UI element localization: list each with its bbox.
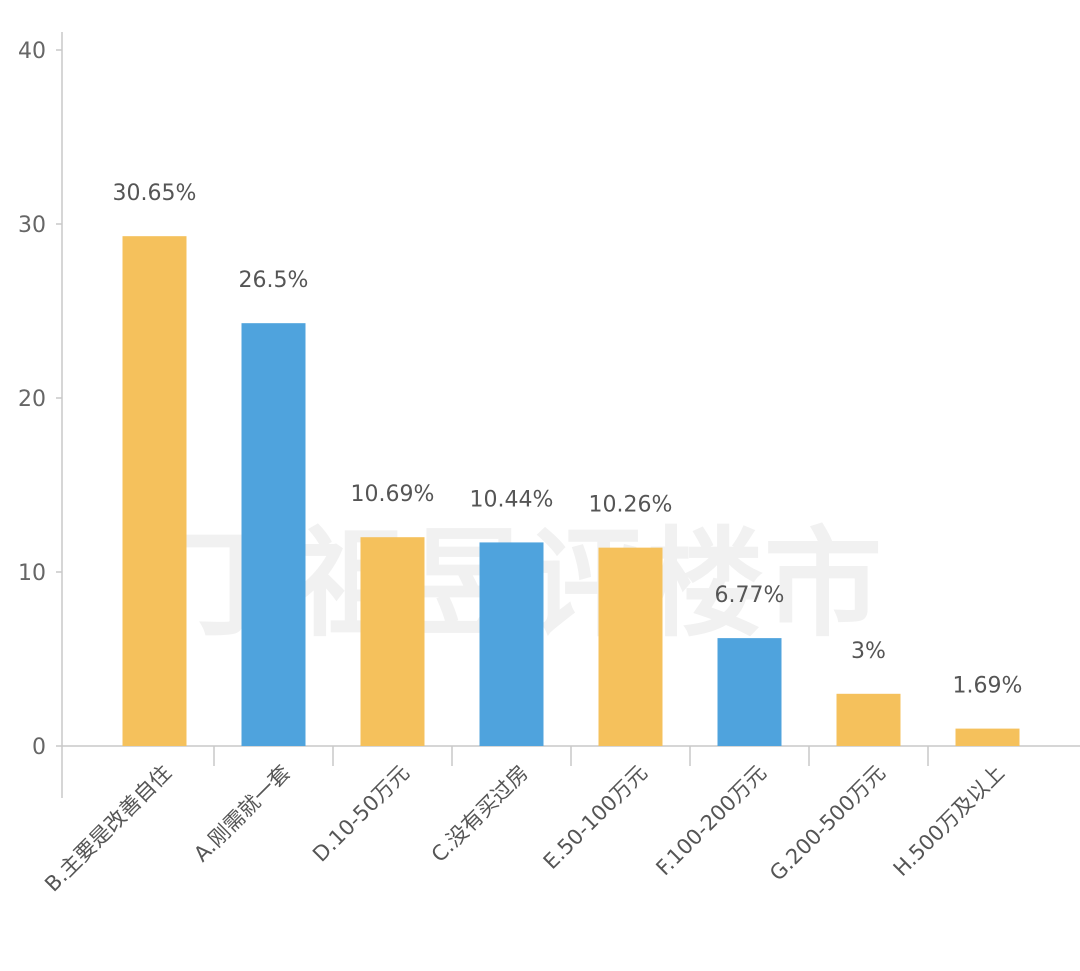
y-tick-label: 0 [32,735,46,760]
data-label: 1.69% [953,674,1023,699]
data-label: 3% [851,639,886,664]
x-tick-label: C.没有买过房 [427,761,533,867]
x-tick-label: G.200-500万元 [765,761,890,886]
bar [479,542,544,746]
data-label: 10.44% [470,487,554,512]
bar [122,236,187,746]
bar [955,728,1020,746]
data-label: 10.26% [589,493,673,518]
x-tick-label: D.10-50万元 [308,761,414,867]
y-tick-label: 40 [18,39,46,64]
bar [598,547,663,746]
x-tick-label: E.50-100万元 [539,761,652,874]
x-tick-label: F.100-200万元 [651,761,771,881]
chart-axes: 0 10 20 30 40 [18,32,1080,798]
y-tick-label: 10 [18,561,46,586]
bar [836,693,901,746]
data-label: 10.69% [351,482,435,507]
data-label: 26.5% [239,268,309,293]
x-tick-label: H.500万及以上 [889,761,1009,881]
y-tick-label: 30 [18,213,46,238]
chart-bars [122,236,1020,746]
bar [241,323,306,746]
bar [717,638,782,746]
y-tick-label: 20 [18,387,46,412]
x-tick-label: A.刚需就一套 [189,761,295,867]
x-tick-label: B.主要是改善自住 [40,761,176,897]
data-label: 6.77% [715,583,785,608]
bar [360,537,425,746]
data-label: 30.65% [113,181,197,206]
